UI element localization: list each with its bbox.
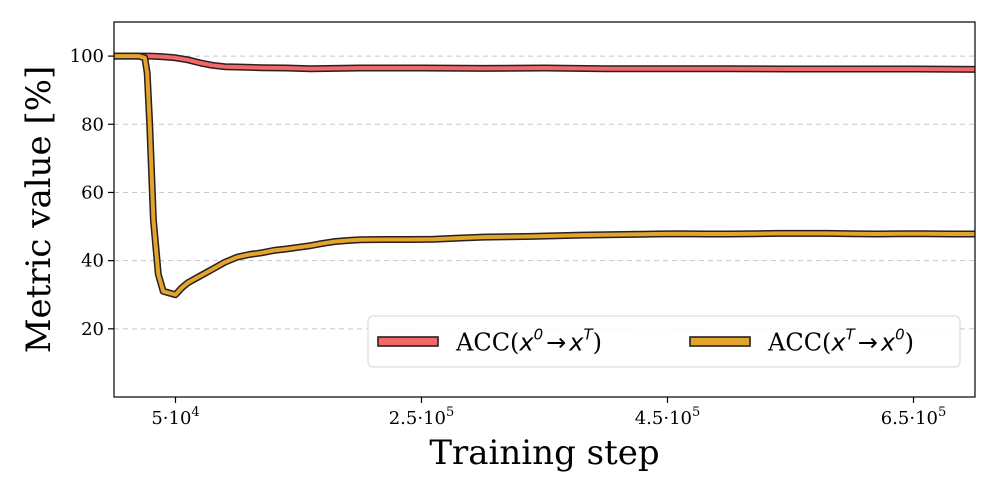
x-tick-label: 4.5·105	[635, 405, 701, 429]
legend-label: ACC(xT → x0)	[767, 326, 914, 357]
y-tick-label: 20	[81, 319, 104, 340]
legend: ACC(x0 → xT) ACC(xT → x0)	[367, 315, 961, 368]
series-line-edge	[114, 52, 975, 299]
x-tick-label: 6.5·105	[881, 405, 947, 429]
x-tick-label: 5·104	[151, 405, 199, 429]
x-axis: 5·104 2.5·105 4.5·105 6.5·105	[151, 397, 946, 429]
x-tick-label: 2.5·105	[389, 405, 455, 429]
y-tick-label: 100	[70, 46, 104, 67]
legend-box	[367, 315, 961, 368]
y-axis-title: Metric value [%]	[19, 66, 59, 354]
legend-swatch	[377, 336, 439, 347]
y-tick-label: 80	[81, 114, 104, 135]
y-tick-label: 60	[81, 182, 104, 203]
legend-swatch	[689, 336, 751, 347]
series-line-core	[114, 54, 976, 72]
series-2-line	[114, 52, 975, 299]
y-axis: 20 40 60 80 100	[70, 46, 114, 340]
legend-label: ACC(x0 → xT)	[455, 326, 602, 357]
plot-frame	[113, 21, 976, 398]
series-lines	[114, 52, 976, 299]
y-tick-label: 40	[81, 251, 104, 272]
series-line-core	[114, 54, 975, 297]
grid-lines	[114, 55, 975, 330]
series-1-line	[114, 52, 976, 73]
x-axis-title: Training step	[429, 433, 659, 473]
